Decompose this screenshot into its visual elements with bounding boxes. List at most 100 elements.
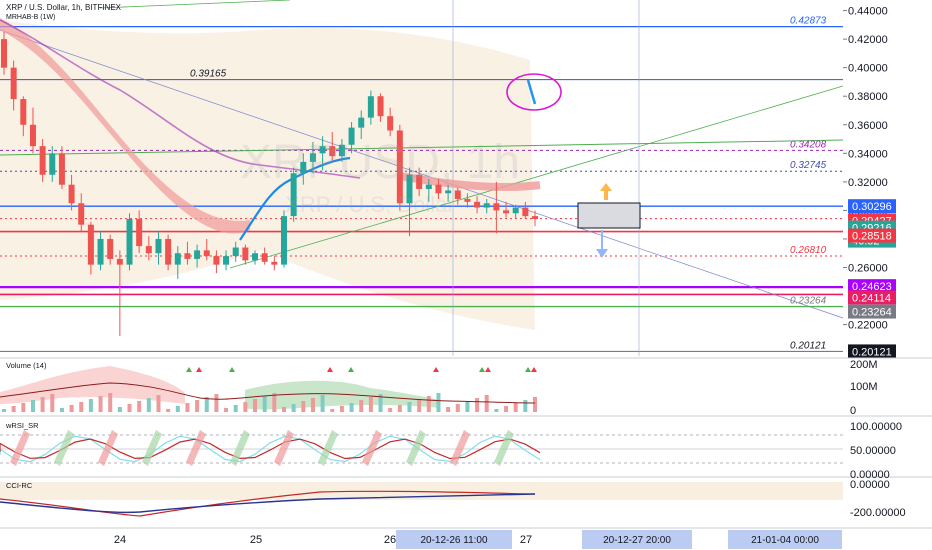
candle-body (532, 216, 538, 219)
price-label-badge (848, 279, 896, 294)
volume-bar (204, 397, 209, 412)
price-axis[interactable]: 0.44000 0.42000 0.40000 0.38000 0.36000 0.340… (843, 0, 932, 550)
time-axis-background (0, 529, 932, 550)
price-label-text: 0.20121 (852, 346, 892, 358)
candle-body (145, 246, 152, 254)
candle-body (512, 207, 519, 214)
level-annotations: 0.42873 0.39165 0.34208 0.32745 0.26810 0.232… (190, 16, 827, 352)
green-top-line (99, 0, 291, 9)
candle-body (155, 238, 162, 254)
time-tick: 27 (520, 534, 532, 546)
volume-bar (88, 399, 93, 412)
price-label-text: 0.30296 (852, 201, 892, 213)
signal-marker (229, 367, 235, 372)
volume-bar (397, 405, 402, 412)
volume-bar (166, 409, 171, 412)
wrsi-tick: 0.00000 (850, 469, 890, 481)
volume-bar (253, 399, 258, 412)
blue-ma-line (239, 156, 351, 241)
candle-body (483, 203, 490, 208)
volume-bar (301, 401, 306, 412)
volume-bar (79, 402, 84, 412)
candle-body (174, 253, 181, 265)
volume-bar (127, 404, 132, 412)
blue-tick-annotation[interactable] (526, 79, 537, 105)
price-axis-background (843, 0, 932, 550)
volume-axis-labels: 200M 100M 0 (850, 359, 878, 417)
candle-body (165, 238, 172, 265)
volume-bar (2, 409, 6, 412)
candle-body (435, 184, 442, 194)
cci-pane[interactable]: CCI-RC 0.00000 -200.00000 (0, 479, 906, 519)
circle-annotation[interactable] (506, 73, 562, 111)
level-annotation: 0.23264 (790, 296, 827, 307)
volume-title: Volume (14) (6, 361, 47, 370)
level-annotation: 0.39165 (190, 69, 227, 80)
cci-series (0, 482, 843, 517)
candle-body (232, 247, 239, 257)
price-tick: 0.32000 (848, 177, 888, 189)
time-tick: 25 (250, 534, 262, 546)
rsi-signal-band (54, 430, 74, 466)
time-label-1: 20-12-27 20:00 (603, 535, 671, 546)
green-rising-line (229, 85, 844, 269)
volume-bar (195, 400, 200, 412)
volume-pane[interactable]: Volume (14) 200M 100M 0 (0, 359, 878, 417)
rsi-signal-band (274, 430, 294, 466)
candle-body (194, 250, 201, 259)
volume-bar (523, 400, 528, 412)
volume-bar (378, 394, 383, 412)
candle-body (387, 116, 394, 131)
candle-body (319, 146, 326, 154)
candle-body (223, 256, 230, 265)
volume-bar (417, 399, 422, 412)
volume-bar (484, 395, 489, 412)
candle-body (300, 161, 307, 174)
candle-body (474, 201, 481, 208)
volume-bar (310, 398, 315, 412)
candle-body (445, 190, 452, 194)
signal-marker (348, 367, 354, 372)
wrsi-tick: 100.00000 (850, 421, 902, 433)
symbol-title: XRP / U.S. Dollar, 1h, BITFINEX (6, 3, 122, 12)
volume-bar (446, 407, 451, 412)
target-box[interactable] (577, 202, 641, 229)
candle-body (377, 96, 384, 117)
signal-marker (479, 367, 485, 372)
volume-series (0, 366, 537, 412)
volume-bar (475, 398, 480, 412)
wrsi-pane[interactable]: wRSI_SR 100.00000 50.00000 0.00000 (0, 421, 902, 481)
volume-bar (291, 404, 296, 412)
volume-bar (504, 406, 509, 412)
candle-body (68, 184, 75, 204)
candle-body (367, 96, 374, 118)
price-label-text: 0.28518 (852, 231, 892, 243)
candle-body (10, 67, 17, 100)
price-label-badge (848, 228, 896, 243)
volume-tick: 100M (850, 381, 878, 393)
down-arrow-icon (596, 230, 608, 258)
crosshair-time-badge (396, 530, 512, 549)
time-axis[interactable]: 24 25 26 27 20-12-26 11:00 20-12-27 20:00 2… (0, 529, 932, 550)
volume-bar (533, 397, 537, 412)
cci-signal-line (0, 493, 536, 514)
volume-tick: 0 (850, 405, 856, 417)
price-tick-labels: 0.44000 0.42000 0.40000 0.38000 0.36000 0.340… (843, 6, 888, 332)
volume-bar (513, 403, 518, 412)
volume-bar (388, 408, 393, 412)
price-pane[interactable]: 0.42873 0.39165 0.34208 0.32745 0.26810 0.232… (0, 0, 844, 356)
candle-body (29, 124, 36, 147)
volume-bar (21, 403, 26, 412)
price-label-text: 0.24623 (852, 281, 892, 293)
wrsi-tick: 50.00000 (850, 445, 896, 457)
volume-bar (359, 400, 364, 412)
cci-title: CCI-RC (6, 481, 33, 490)
candle-body (348, 127, 355, 145)
volume-bar (59, 408, 64, 412)
candle-body (1, 39, 7, 68)
candle-body (464, 198, 471, 202)
candle-body (329, 146, 336, 157)
candle-body (87, 224, 94, 265)
candle-body (261, 253, 268, 262)
